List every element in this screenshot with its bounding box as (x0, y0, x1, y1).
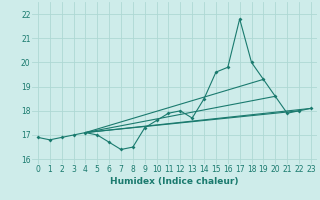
X-axis label: Humidex (Indice chaleur): Humidex (Indice chaleur) (110, 177, 239, 186)
